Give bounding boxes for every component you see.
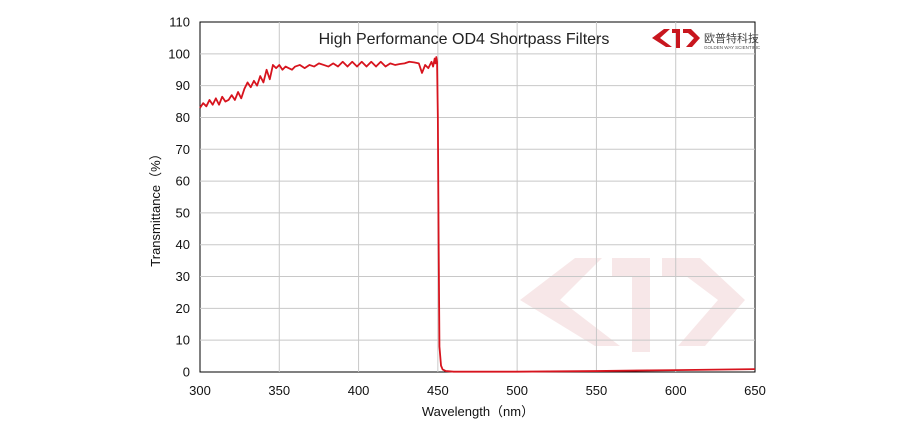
brand-logo: 欧普特科技 GOLDEN WAY SCIENTIFIC <box>652 29 761 50</box>
y-axis-ticks: 0 10 20 30 40 50 60 70 80 90 100 110 <box>168 15 190 380</box>
series-line <box>199 56 756 373</box>
x-tick-label: 600 <box>665 383 687 398</box>
watermark-logo <box>520 258 745 352</box>
x-tick-label: 650 <box>744 383 766 398</box>
y-tick-label: 50 <box>176 205 190 220</box>
x-tick-label: 350 <box>268 383 290 398</box>
y-axis-title: Transmittance（%） <box>148 147 163 266</box>
y-tick-label: 90 <box>176 78 190 93</box>
grid-lines <box>200 22 755 372</box>
x-tick-label: 300 <box>189 383 211 398</box>
brand-name-cn: 欧普特科技 <box>704 31 759 45</box>
y-tick-label: 30 <box>176 269 190 284</box>
x-axis-title: Wavelength（nm） <box>422 404 534 419</box>
brand-name-en: GOLDEN WAY SCIENTIFIC <box>704 45 761 50</box>
y-tick-label: 20 <box>176 301 190 316</box>
x-axis-ticks: 300 350 400 450 500 550 600 650 <box>189 383 766 398</box>
plot-area <box>199 21 756 373</box>
x-tick-label: 550 <box>586 383 608 398</box>
x-tick-label: 500 <box>506 383 528 398</box>
chart-title: High Performance OD4 Shortpass Filters <box>319 31 610 48</box>
y-tick-label: 70 <box>176 142 190 157</box>
y-tick-label: 40 <box>176 237 190 252</box>
y-tick-label: 60 <box>176 174 190 189</box>
y-tick-label: 110 <box>169 15 190 30</box>
y-tick-label: 0 <box>183 365 190 380</box>
y-tick-label: 100 <box>168 46 190 61</box>
y-tick-label: 10 <box>176 333 190 348</box>
y-tick-label: 80 <box>176 110 190 125</box>
x-tick-label: 450 <box>427 383 449 398</box>
x-tick-label: 400 <box>348 383 370 398</box>
